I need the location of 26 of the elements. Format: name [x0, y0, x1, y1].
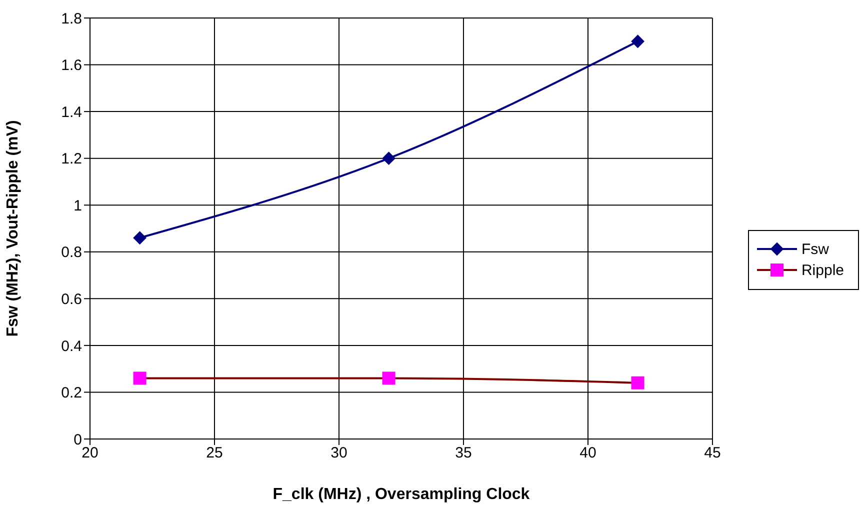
point	[133, 231, 146, 244]
y-tick-label: 0	[74, 431, 82, 448]
y-tick-label: 0.8	[61, 244, 82, 262]
x-tick-label: 35	[455, 444, 472, 462]
legend-label: Fsw	[801, 240, 829, 258]
x-tick-label: 30	[330, 444, 348, 462]
point	[382, 372, 396, 385]
x-tick-label: 40	[580, 444, 596, 462]
point	[631, 376, 644, 390]
x-tick-label: 20	[82, 444, 98, 462]
y-tick-label: 0.4	[61, 338, 82, 355]
y-tick-label: 1.6	[61, 57, 82, 74]
x-tick-label: 25	[206, 444, 223, 462]
point	[382, 152, 396, 165]
y-tick-label: 1.4	[61, 104, 82, 121]
legend-label: Ripple	[801, 262, 844, 278]
y-tick-label: 0.2	[61, 384, 82, 402]
x-tick-label: 45	[704, 444, 721, 462]
y-tick-label: 1.2	[61, 150, 82, 168]
point	[133, 372, 146, 385]
y-tick-label: 1.8	[61, 10, 82, 28]
y-tick-label: 1	[74, 197, 82, 214]
point	[631, 34, 644, 48]
y-tick-label: 0.6	[61, 290, 82, 308]
x-axis-title: F_clk (MHz) , Oversampling Clock	[272, 486, 530, 503]
y-axis-title: Fsw (MHz), Vout-Ripple (mV)	[4, 120, 22, 337]
